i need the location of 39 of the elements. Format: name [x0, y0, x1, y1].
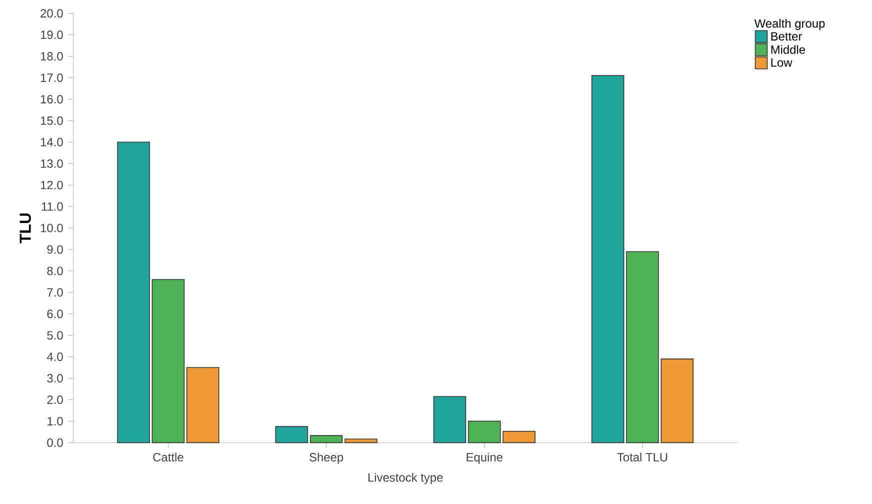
x-tick-label: Total TLU [617, 452, 668, 462]
y-tick-label: 11.0 [42, 202, 63, 211]
legend-label: Middle [771, 45, 806, 54]
y-tick-label: 7.0 [47, 288, 63, 297]
bar [344, 438, 378, 444]
legend-title: Wealth group [754, 18, 825, 30]
x-tick-label: Sheep [310, 452, 344, 464]
y-tick-label: 5.0 [47, 331, 63, 340]
y-axis-title: TLU [20, 213, 31, 244]
bar [275, 426, 308, 444]
x-axis-title: Livestock type [368, 472, 443, 484]
y-tick-label: 4.0 [46, 352, 63, 362]
y-tick-label: 16.0 [40, 94, 63, 104]
y-tick-label: 18.0 [40, 52, 63, 61]
legend-label: Low [771, 58, 792, 67]
y-tick-label: 14.0 [40, 138, 63, 146]
y-tick-label: 1.0 [48, 416, 63, 426]
y-tick-label: 17.0 [40, 73, 63, 82]
bar [433, 396, 466, 444]
bar [152, 279, 185, 444]
bar [310, 435, 343, 444]
y-tick-label: 12.0 [40, 180, 63, 190]
y-tick-label: 9.0 [47, 245, 63, 254]
y-tick-label: 8.0 [47, 266, 63, 276]
x-tick-label: Equine [466, 452, 502, 464]
x-tick-label: Cattle [153, 452, 184, 462]
y-tick-label: 13.0 [40, 159, 63, 168]
bar [186, 367, 220, 444]
bar [117, 142, 150, 444]
y-tick-label: 10.0 [40, 224, 63, 232]
y-tick-label: 6.0 [47, 310, 63, 318]
y-tick-label: 2.0 [47, 395, 63, 404]
y-tick-label: 19.0 [40, 30, 63, 40]
bar [591, 75, 624, 444]
y-tick-label: 20.0 [40, 9, 63, 18]
y-tick-label: 3.0 [47, 374, 63, 383]
y-tick-label: 0.0 [47, 438, 63, 447]
legend-label: Better [771, 32, 802, 41]
y-tick-label: 15.0 [40, 116, 63, 125]
